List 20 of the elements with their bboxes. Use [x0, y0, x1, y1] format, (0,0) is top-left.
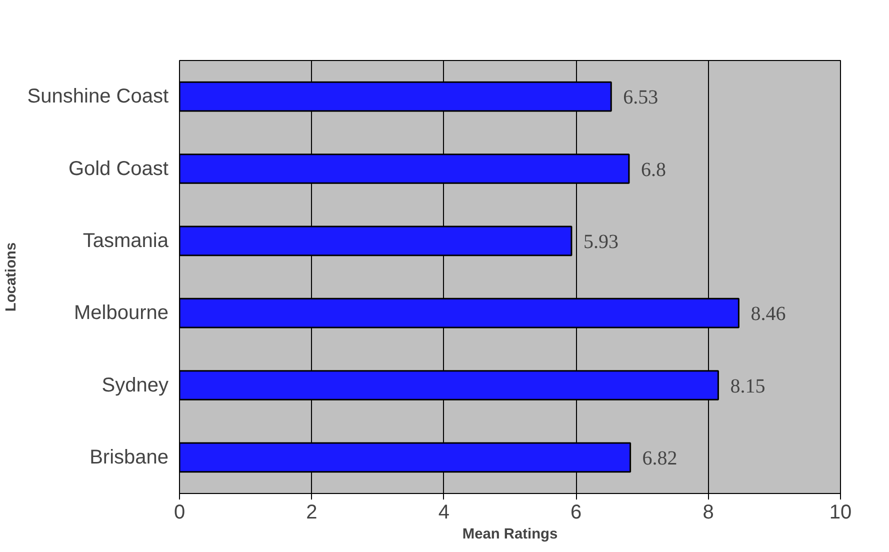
x-tick-label: 6 — [570, 502, 582, 524]
x-tick-label: 10 — [829, 502, 852, 524]
data-label: 6.53 — [623, 86, 658, 109]
y-tick-label: Gold Coast — [68, 158, 169, 180]
y-tick-label: Melbourne — [74, 302, 169, 324]
x-tick-label: 4 — [438, 502, 450, 524]
y-tick-label: Sydney — [102, 374, 169, 396]
data-label: 8.15 — [730, 375, 766, 398]
data-label: 8.46 — [750, 303, 786, 326]
y-tick-label: Brisbane — [90, 446, 168, 468]
x-tick-label: 8 — [702, 502, 714, 524]
x-tick-label: 0 — [174, 502, 186, 524]
y-tick-label: Sunshine Coast — [27, 86, 169, 108]
data-label: 6.82 — [642, 447, 678, 470]
x-axis-title: Mean Ratings — [462, 526, 558, 542]
data-label: 5.93 — [583, 230, 618, 253]
y-tick-label: Tasmania — [82, 230, 170, 252]
y-axis-title: Locations — [3, 242, 20, 312]
data-label: 6.8 — [640, 158, 666, 181]
x-tick-label: 2 — [306, 502, 318, 524]
